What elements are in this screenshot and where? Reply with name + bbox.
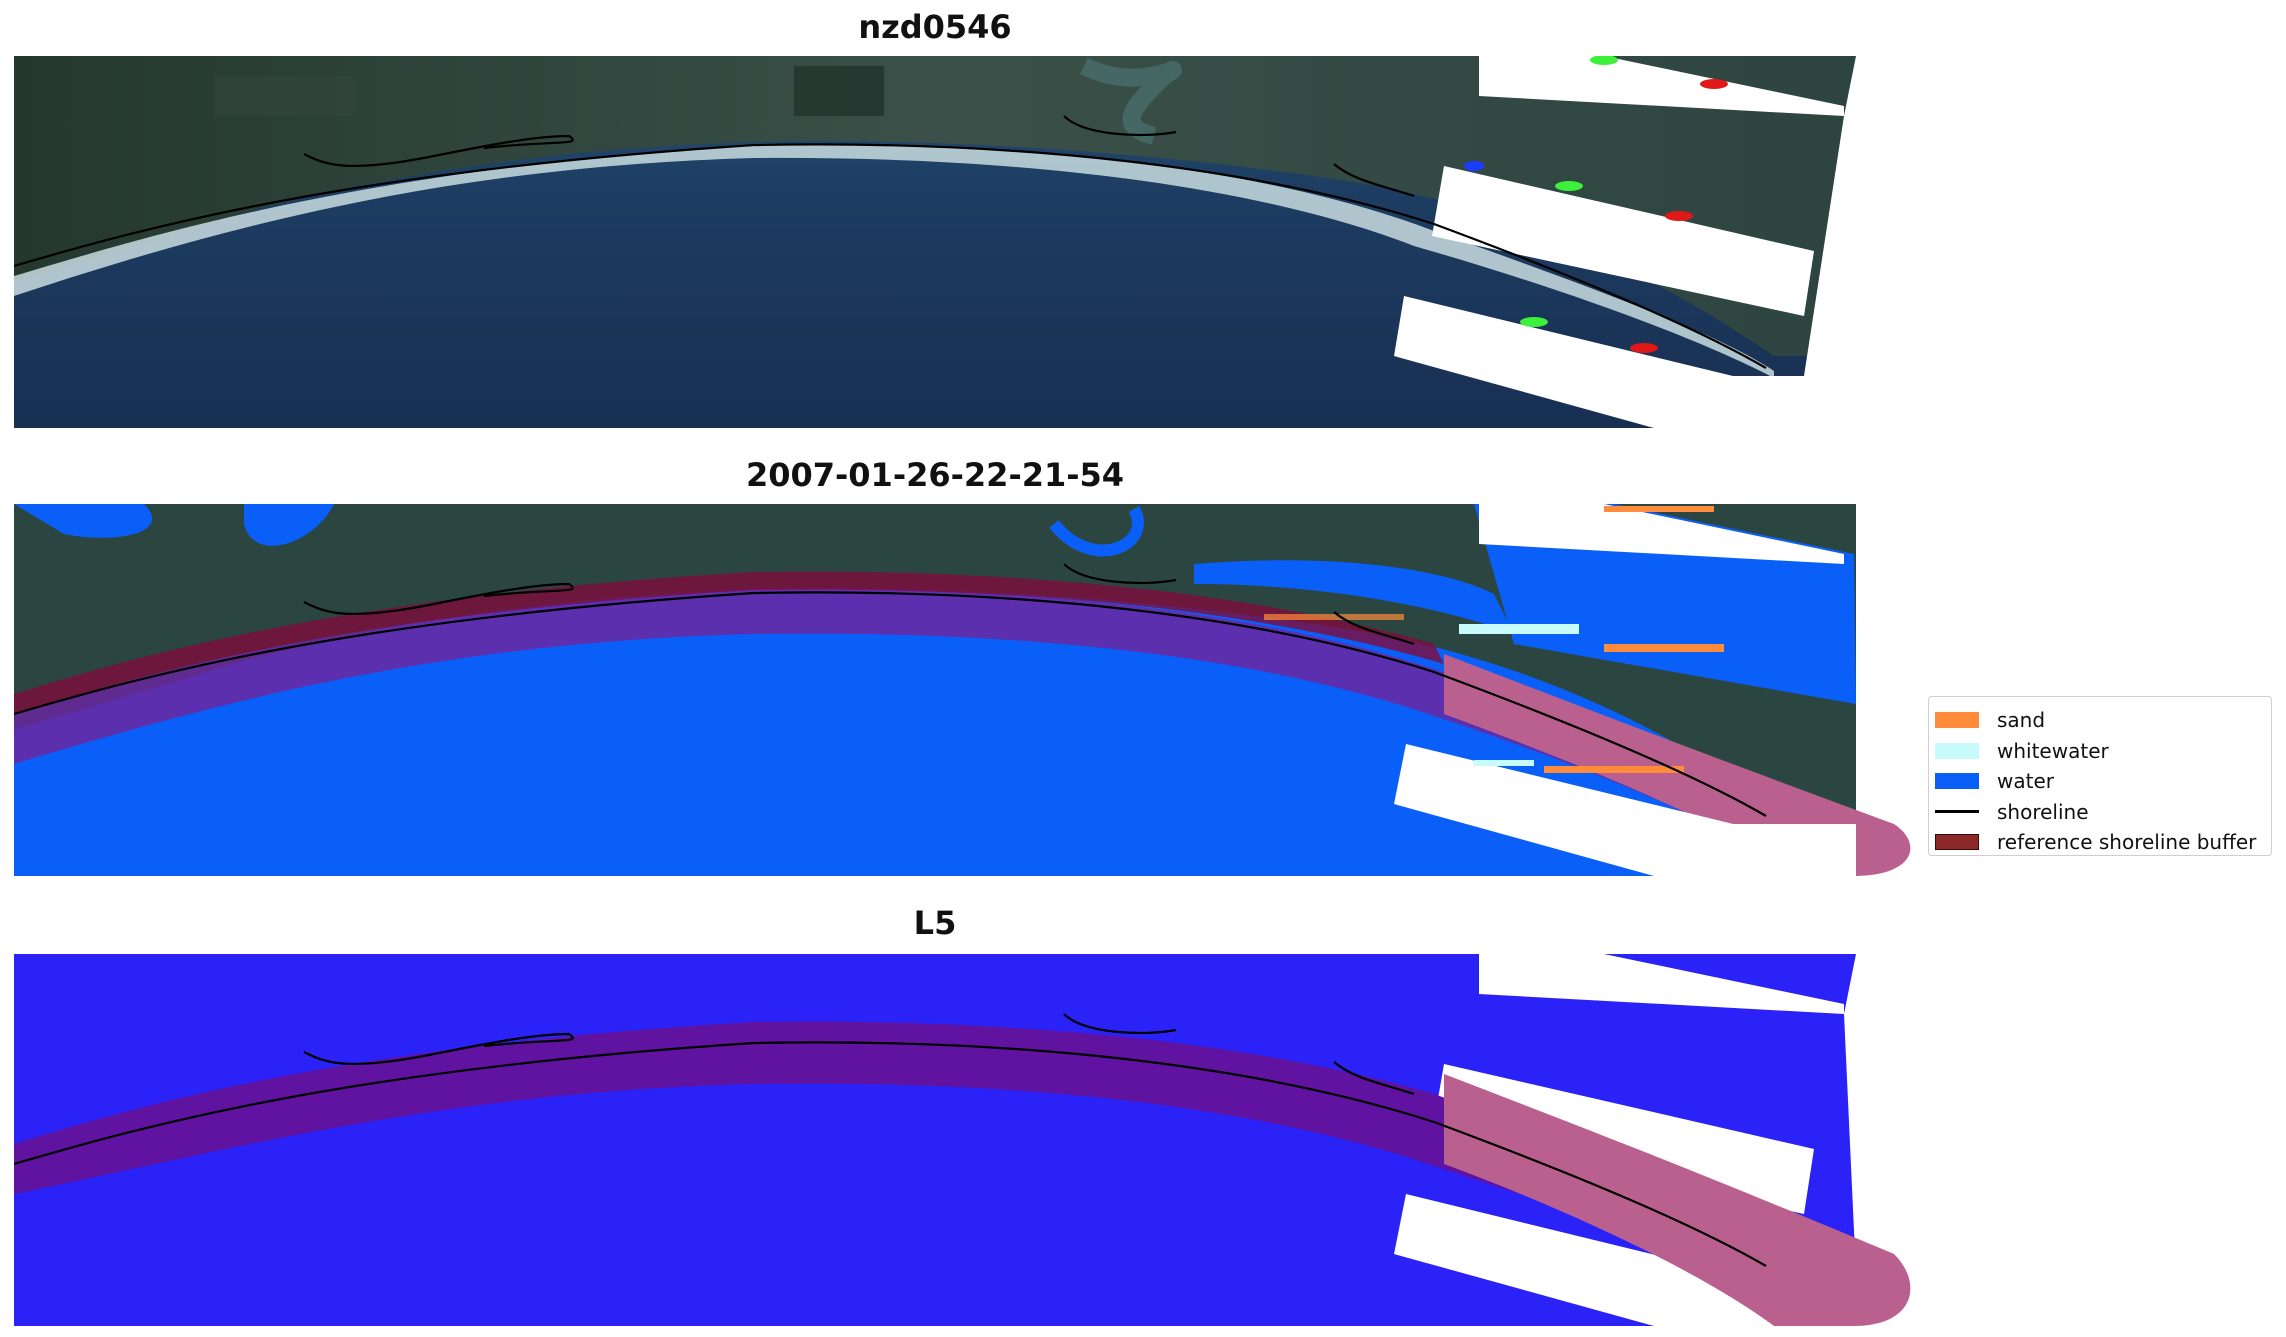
legend-swatch <box>1935 712 1979 729</box>
legend-label: whitewater <box>1997 738 2109 763</box>
reference-shoreline-buffer <box>14 571 1911 876</box>
panel-title-bottom: L5 <box>913 904 957 942</box>
mask-panel <box>14 954 1911 1326</box>
panel-title-top: nzd0546 <box>858 8 1012 46</box>
reference-shoreline-buffer <box>14 1021 1911 1326</box>
legend-label: reference shoreline buffer <box>1997 830 2257 855</box>
legend-swatch <box>1935 742 1979 759</box>
sensor-artefacts <box>1464 56 1728 353</box>
legend-swatch <box>1935 810 1979 814</box>
satellite-image-panel <box>14 56 1856 428</box>
legend-item-whitewater: whitewater <box>1935 736 2265 767</box>
legend-swatch <box>1935 773 1979 790</box>
shoreline <box>14 563 1767 817</box>
legend-label: water <box>1997 769 2054 794</box>
panel-title-middle: 2007-01-26-22-21-54 <box>745 456 1125 494</box>
legend-item-water: water <box>1935 766 2265 797</box>
legend-item-reference-shoreline-buffer: reference shoreline buffer <box>1935 827 2265 858</box>
legend-label: shoreline <box>1997 799 2089 824</box>
legend: sand whitewater water shoreline reference sh… <box>1928 696 2272 856</box>
shoreline <box>14 1013 1767 1267</box>
legend-swatch <box>1935 834 1979 851</box>
legend-label: sand <box>1997 708 2046 733</box>
shoreline <box>14 115 1767 369</box>
classification-panel <box>14 504 1911 876</box>
legend-item-shoreline: shoreline <box>1935 797 2265 828</box>
sand-pixels <box>1264 506 1724 773</box>
no-data-gaps <box>1394 504 1856 876</box>
legend-item-sand: sand <box>1935 705 2265 736</box>
whitewater-pixels <box>1459 624 1579 766</box>
